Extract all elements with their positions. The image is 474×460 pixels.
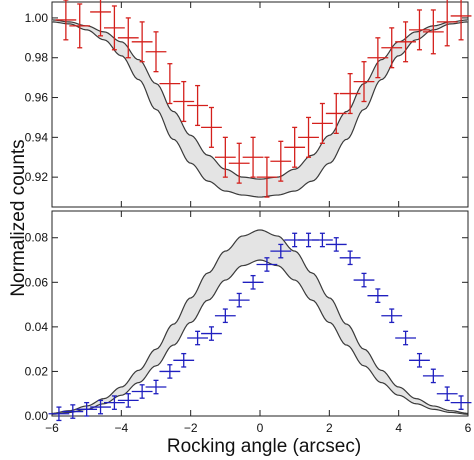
data-point [450,395,472,410]
x-tick-label: 2 [326,421,333,435]
x-tick-label: 6 [465,421,472,435]
data-point [242,136,264,178]
band-lower-curve [51,259,469,415]
data-point [117,393,139,408]
data-point [228,292,250,308]
y-tick-label: 0.98 [25,51,49,65]
data-point [256,257,278,272]
data-point [422,368,444,384]
data-point [270,243,292,259]
data-point [173,352,195,368]
data-point [298,116,319,158]
data-point [69,3,91,49]
bottom-panel: 0.00 0.02 0.04 0.06 0.08 −6 −4 −2 0 2 4 6 [25,210,472,435]
x-tick-label: −6 [45,421,59,435]
data-point [55,0,77,41]
data-point [173,80,195,123]
data-point [422,9,444,55]
data-point [353,272,375,288]
data-point [450,0,472,41]
y-tick-label: 0.06 [25,275,49,289]
data-point [201,106,222,148]
data-point [228,142,250,184]
data-point [159,364,181,379]
band-upper-curve [51,229,469,414]
data-point [76,401,98,417]
data-point [436,0,458,47]
data-point [409,352,430,368]
data-point [187,330,208,346]
confidence-band [52,229,468,415]
y-tick-label: 0.02 [25,364,49,378]
y-tick-label: 1.00 [25,11,49,25]
data-point [353,61,375,103]
x-tick-label: −4 [114,421,128,435]
data-point [436,386,458,402]
data-point [90,0,111,37]
data-point [339,73,361,115]
data-point [381,27,403,69]
top-panel: 0.92 0.94 0.96 0.98 1.00 [25,0,472,208]
y-tick-label: 0.04 [25,320,49,334]
data-point [325,237,347,252]
data-point [367,288,389,304]
data-point [395,21,416,63]
data-point [284,126,306,168]
data-point [90,399,111,415]
data-point [159,63,181,105]
data-point [339,250,361,266]
y-tick-label: 0.00 [25,409,49,423]
data-point [242,274,264,290]
data-point [381,308,403,324]
y-tick-label: 0.08 [25,231,49,245]
data-point [214,308,236,324]
data-point [312,102,333,144]
data-point [187,84,208,127]
data-point [395,330,416,346]
data-point [214,136,236,178]
data-point [104,395,125,410]
data-point [312,232,333,248]
data-point [325,92,347,135]
data-point [145,379,167,395]
data-point [104,5,125,51]
data-point [48,406,70,422]
y-tick-label: 0.96 [25,91,49,105]
data-point [409,9,430,51]
data-point [145,31,167,73]
x-axis-title: Rocking angle (arcsec) [167,436,361,457]
x-tick-label: 4 [395,421,402,435]
y-tick-label: 0.92 [25,170,49,184]
data-point [131,21,153,63]
data-point [131,384,153,399]
data-point [367,37,389,79]
band-lower-curve [51,21,469,198]
y-tick-label: 0.94 [25,130,49,144]
data-point [270,140,292,182]
data-point [201,326,222,341]
data-point [62,404,84,419]
data-point [117,17,139,59]
y-axis-title: Normalized counts [8,139,29,296]
data-point [256,156,278,198]
x-tick-label: −2 [184,421,198,435]
x-tick-label: 0 [257,421,264,435]
